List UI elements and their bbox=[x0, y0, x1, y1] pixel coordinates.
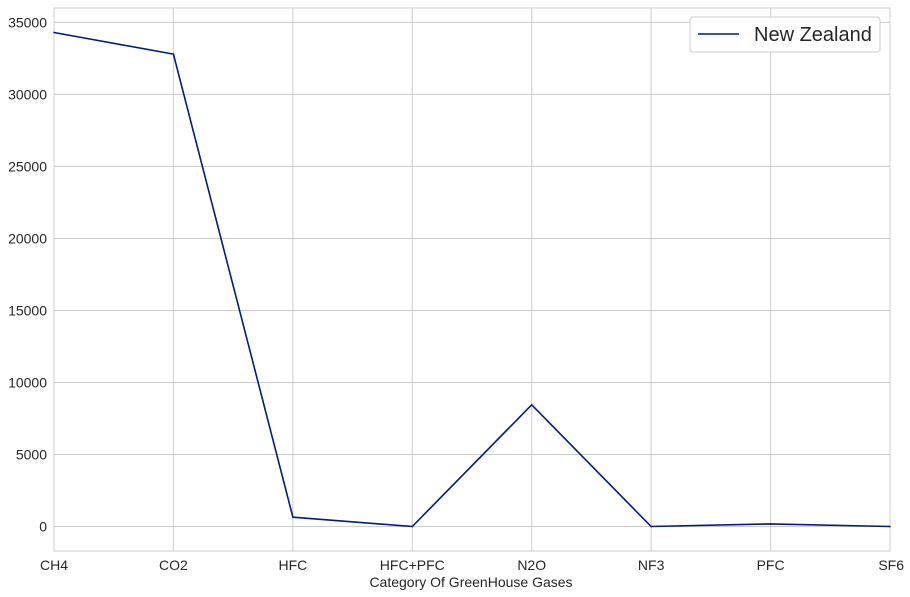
x-axis-ticks: CH4 CO2 HFC HFC+PFC N2O NF3 PFC SF6 bbox=[40, 557, 904, 573]
y-tick-label: 25000 bbox=[8, 158, 47, 174]
legend-label-new-zealand: New Zealand bbox=[754, 24, 872, 46]
x-tick-label: CH4 bbox=[40, 557, 68, 573]
y-tick-label: 30000 bbox=[8, 86, 47, 102]
data-point bbox=[650, 525, 652, 528]
x-tick-label: PFC bbox=[757, 557, 785, 573]
x-tick-label: SF6 bbox=[878, 557, 904, 573]
y-tick-label: 0 bbox=[39, 519, 47, 535]
data-point bbox=[769, 523, 772, 525]
legend-box bbox=[689, 16, 881, 53]
x-axis-label: Category Of GreenHouse Gases bbox=[369, 574, 572, 590]
x-tick-label: HFC+PFC bbox=[380, 557, 445, 573]
plot-frame bbox=[53, 7, 891, 552]
series-layer bbox=[53, 31, 891, 528]
y-tick-label: 5000 bbox=[16, 446, 47, 462]
y-tick-label: 20000 bbox=[8, 230, 47, 246]
y-axis-ticks: 0 5000 10000 15000 20000 25000 30000 35000 bbox=[8, 14, 47, 534]
data-point bbox=[53, 31, 55, 34]
y-tick-label: 35000 bbox=[8, 14, 47, 30]
data-point bbox=[530, 404, 533, 406]
grid-lines bbox=[53, 8, 891, 551]
x-tick-label: HFC bbox=[278, 557, 307, 573]
x-tick-label: N2O bbox=[517, 557, 546, 573]
y-tick-label: 10000 bbox=[8, 374, 47, 390]
y-tick-label: 15000 bbox=[8, 302, 47, 318]
x-tick-label: NF3 bbox=[638, 557, 665, 573]
data-point bbox=[292, 516, 294, 518]
data-point bbox=[889, 525, 891, 528]
legend: New Zealand bbox=[689, 16, 881, 53]
x-tick-label: CO2 bbox=[159, 557, 188, 573]
series-line-new-zealand bbox=[53, 31, 891, 528]
data-point bbox=[411, 525, 414, 528]
data-point bbox=[172, 53, 175, 55]
